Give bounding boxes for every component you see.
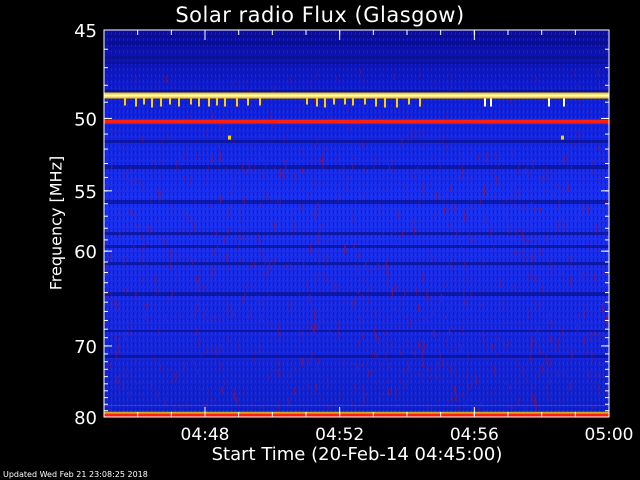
interference-texture — [104, 70, 609, 417]
dark-stripes — [104, 36, 609, 358]
plot-frame — [103, 29, 610, 418]
x-axis: 04:48 04:52 04:56 05:00 — [103, 30, 634, 445]
y-tick-label: 50 — [74, 109, 97, 130]
updated-timestamp: Updated Wed Feb 21 23:08:25 2018 — [3, 470, 148, 479]
x-tick-label: 04:56 — [450, 425, 499, 445]
spectrogram-noise — [104, 30, 609, 417]
y-tick-label: 60 — [74, 242, 97, 263]
y-tick-label: 45 — [74, 21, 97, 42]
band-50.2 — [104, 119, 609, 124]
y-tick-label: 70 — [74, 337, 97, 358]
chart-title: Solar radio Flux (Glasgow) — [175, 3, 465, 27]
y-tick-label: 55 — [74, 182, 97, 203]
x-tick-label: 04:48 — [181, 425, 230, 445]
frequency-bands — [104, 92, 609, 417]
plot-area — [104, 30, 609, 417]
band-79.8 — [104, 413, 609, 417]
y-axis-label: Frequency [MHz] — [46, 155, 66, 291]
x-tick-label: 04:52 — [315, 425, 364, 445]
x-tick-label: 05:00 — [585, 425, 634, 445]
y-axis: 45 50 55 60 70 80 — [74, 21, 609, 429]
y-tick-label: 80 — [74, 408, 97, 429]
x-axis-label: Start Time (20-Feb-14 04:45:00) — [211, 444, 503, 465]
burst-spikes — [124, 98, 565, 140]
